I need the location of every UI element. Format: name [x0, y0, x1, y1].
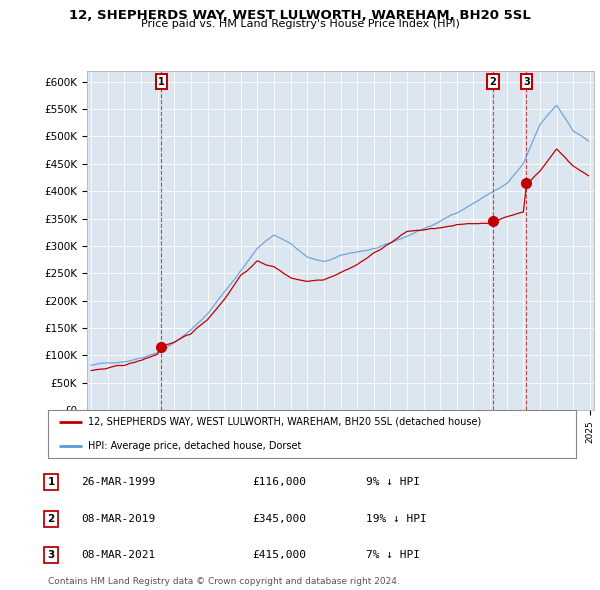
Text: Contains HM Land Registry data © Crown copyright and database right 2024.: Contains HM Land Registry data © Crown c… [48, 576, 400, 586]
Text: £415,000: £415,000 [252, 550, 306, 560]
Text: 26-MAR-1999: 26-MAR-1999 [81, 477, 155, 487]
Text: 12, SHEPHERDS WAY, WEST LULWORTH, WAREHAM, BH20 5SL: 12, SHEPHERDS WAY, WEST LULWORTH, WAREHA… [69, 9, 531, 22]
Text: 12, SHEPHERDS WAY, WEST LULWORTH, WAREHAM, BH20 5SL (detached house): 12, SHEPHERDS WAY, WEST LULWORTH, WAREHA… [88, 417, 481, 427]
Text: 3: 3 [47, 550, 55, 560]
Text: 7% ↓ HPI: 7% ↓ HPI [366, 550, 420, 560]
Text: 9% ↓ HPI: 9% ↓ HPI [366, 477, 420, 487]
Text: 08-MAR-2019: 08-MAR-2019 [81, 514, 155, 524]
Text: 08-MAR-2021: 08-MAR-2021 [81, 550, 155, 560]
Text: 2: 2 [490, 77, 496, 87]
Text: £345,000: £345,000 [252, 514, 306, 524]
Text: HPI: Average price, detached house, Dorset: HPI: Average price, detached house, Dors… [88, 441, 301, 451]
Text: 2: 2 [47, 514, 55, 524]
Text: 1: 1 [47, 477, 55, 487]
Text: 1: 1 [158, 77, 165, 87]
Text: Price paid vs. HM Land Registry's House Price Index (HPI): Price paid vs. HM Land Registry's House … [140, 19, 460, 30]
Text: 3: 3 [523, 77, 530, 87]
Text: 19% ↓ HPI: 19% ↓ HPI [366, 514, 427, 524]
Text: £116,000: £116,000 [252, 477, 306, 487]
